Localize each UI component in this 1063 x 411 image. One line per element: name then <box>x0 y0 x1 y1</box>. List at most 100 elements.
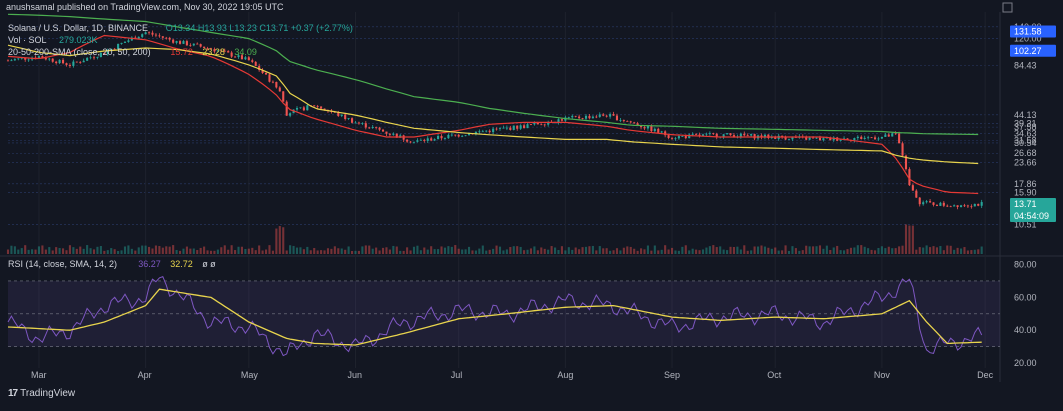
volume-bar <box>887 246 890 254</box>
candle <box>502 125 505 129</box>
candle <box>278 86 281 92</box>
candle <box>660 130 663 134</box>
candle-body <box>708 133 711 135</box>
candle <box>127 38 130 43</box>
legend-volume-label: Vol · SOL <box>8 35 47 45</box>
tradingview-logo[interactable]: 17 TradingView <box>8 388 75 399</box>
candle-body <box>79 61 82 63</box>
volume-bar <box>963 247 966 254</box>
candle <box>175 40 178 45</box>
x-tick-label: Sep <box>664 370 680 380</box>
candle-body <box>753 134 756 139</box>
candle-body <box>942 202 945 206</box>
volume-bar <box>213 250 216 254</box>
volume-bar <box>791 246 794 254</box>
candle <box>870 137 873 139</box>
volume-bar <box>313 248 316 254</box>
candle <box>168 36 171 42</box>
rsi-tick-label: 40.00 <box>1014 325 1037 335</box>
candle-body <box>467 133 471 136</box>
volume-bar <box>784 245 787 254</box>
volume-bar <box>973 249 976 254</box>
candle <box>172 38 175 44</box>
price-tick-label: 10.51 <box>1014 219 1037 229</box>
candle <box>299 107 302 109</box>
volume-bar <box>344 249 347 254</box>
volume-bar <box>860 245 863 254</box>
volume-bar <box>863 246 866 254</box>
candle <box>929 198 932 203</box>
volume-bar <box>295 247 299 254</box>
candle-body <box>877 138 880 140</box>
candle-body <box>502 127 505 129</box>
volume-bar <box>612 250 615 254</box>
volume-bar <box>158 246 161 254</box>
x-tick-label: Jul <box>451 370 463 380</box>
sma-line-50 <box>7 44 979 165</box>
x-tick-label: Mar <box>31 370 47 380</box>
volume-bar <box>430 246 433 254</box>
volume-bar <box>536 250 539 254</box>
candle <box>48 57 51 62</box>
candle-body <box>726 133 729 135</box>
candle <box>495 127 498 131</box>
candle <box>953 204 956 207</box>
candle-body <box>13 59 16 61</box>
volume-bar <box>825 245 828 254</box>
candle <box>227 50 230 53</box>
volume-bar <box>653 245 656 254</box>
candle-body <box>529 124 533 125</box>
candle-body <box>106 50 109 55</box>
volume-bar <box>812 246 815 254</box>
candle <box>230 50 233 58</box>
volume-bar <box>959 248 963 254</box>
volume-bar <box>664 245 667 254</box>
published-by: anushsamal published on TradingView.com,… <box>6 2 284 12</box>
candle-body <box>973 203 976 207</box>
candle <box>199 43 202 48</box>
volume-bar <box>240 246 244 254</box>
candle-body <box>17 58 20 60</box>
x-tick-label: May <box>241 370 259 380</box>
candle <box>275 81 278 89</box>
candle <box>285 100 288 116</box>
volume-bar <box>127 245 130 254</box>
volume-bar <box>966 250 969 254</box>
candle-body <box>347 118 350 120</box>
volume-bar <box>526 249 529 254</box>
volume-bar <box>323 250 326 254</box>
candle <box>653 127 656 133</box>
candle <box>509 125 512 131</box>
candle <box>120 42 123 45</box>
legend-sma-label: 20-50-200-SMA (close, 20, 50, 200) <box>8 47 151 57</box>
candle-body <box>371 126 374 128</box>
volume-bar <box>82 248 85 254</box>
price-tick-label: 44.13 <box>1014 110 1037 120</box>
volume-bar <box>523 250 526 254</box>
candle-body <box>915 190 918 198</box>
candle-body <box>732 135 736 138</box>
candle-body <box>223 50 226 52</box>
volume-bar <box>877 248 880 254</box>
candle <box>581 117 584 120</box>
volume-bar <box>595 250 598 254</box>
candle <box>526 122 529 129</box>
volume-bar <box>732 246 736 254</box>
volume-bar <box>915 249 918 254</box>
chart-settings-icon <box>1002 2 1013 13</box>
volume-bar <box>602 248 605 254</box>
volume-bar <box>457 248 460 254</box>
candle <box>203 46 206 49</box>
volume-bar <box>292 245 295 254</box>
candle <box>853 137 856 143</box>
volume-bar <box>767 247 770 254</box>
candle <box>55 60 58 65</box>
tradingview-logo-text: TradingView <box>20 388 76 399</box>
candle-body <box>935 204 938 206</box>
candle <box>698 132 701 138</box>
volume-bar <box>316 250 319 254</box>
candle <box>357 121 360 125</box>
volume-bar <box>560 246 563 254</box>
candle <box>103 52 106 55</box>
